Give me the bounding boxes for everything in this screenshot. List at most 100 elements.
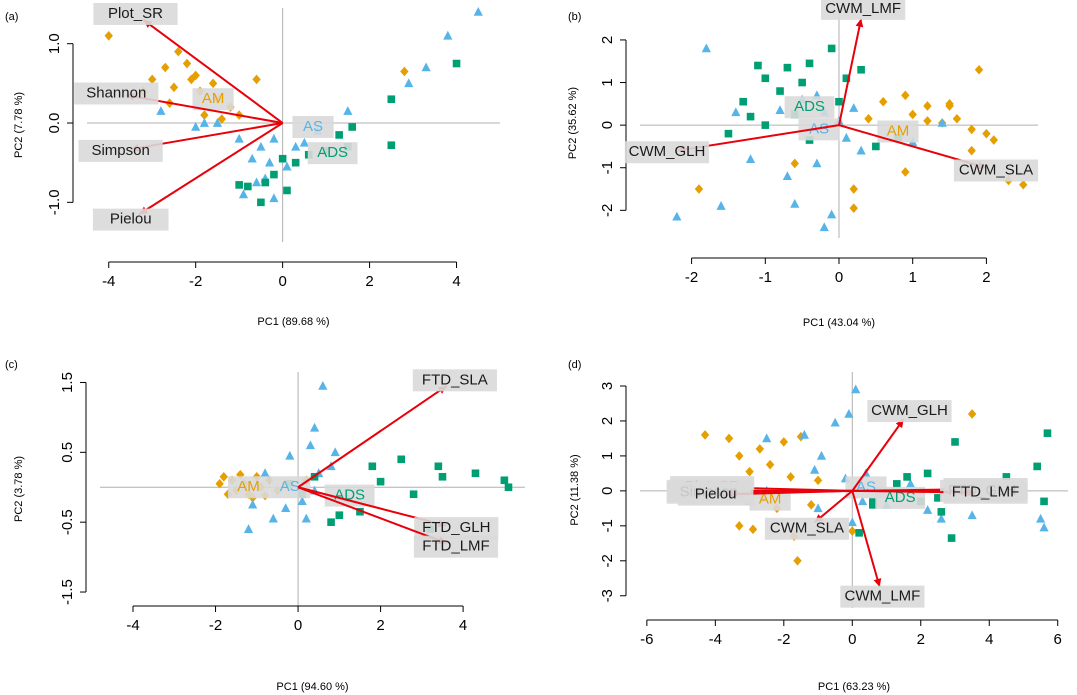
x-tick-label: -2 — [777, 631, 790, 648]
point-ads — [724, 129, 733, 138]
point-as — [243, 524, 254, 533]
point-ads — [387, 95, 396, 104]
point-am — [793, 556, 802, 566]
point-ads — [805, 59, 814, 68]
point-as — [404, 78, 414, 88]
arrow-label-box — [840, 585, 925, 608]
point-am — [786, 472, 795, 482]
point-as — [782, 171, 793, 181]
point-am — [217, 114, 226, 124]
point-am — [724, 433, 734, 444]
point-am — [813, 475, 823, 486]
point-ads — [397, 455, 406, 464]
arrow-label-box — [953, 159, 1039, 182]
point-ads — [855, 529, 863, 537]
x-tick-label: 2 — [365, 273, 373, 290]
point-am — [1019, 179, 1028, 190]
point-as — [330, 447, 340, 457]
point-am — [945, 101, 954, 111]
point-as — [238, 189, 249, 199]
arrow-label: CWM_SLA — [959, 161, 1033, 178]
arrow-label-box — [412, 369, 497, 392]
point-as — [701, 43, 711, 53]
arrow-label: CWM_GLH — [629, 143, 706, 160]
point-as — [936, 513, 946, 523]
y-tick-label: -0.5 — [59, 509, 76, 535]
point-am — [864, 113, 873, 124]
point-as — [268, 513, 278, 523]
point-as — [443, 30, 453, 40]
point-as — [923, 505, 933, 514]
x-tick-label: 1 — [909, 269, 917, 286]
loading-arrow — [297, 486, 447, 545]
group-label-box — [798, 118, 840, 141]
point-ads — [923, 469, 932, 478]
group-label-am: AM — [202, 90, 225, 107]
point-ads — [835, 97, 843, 106]
point-ads — [951, 438, 959, 446]
point-am — [974, 64, 984, 75]
x-tick-label: 4 — [459, 617, 467, 634]
point-ads — [739, 97, 747, 106]
group-label-box — [227, 476, 270, 499]
y-tick-label: -1 — [599, 161, 616, 174]
point-as — [905, 478, 916, 488]
group-label-box — [292, 115, 334, 138]
point-ads — [934, 494, 942, 502]
point-as — [285, 450, 295, 460]
point-as — [309, 422, 320, 432]
point-as — [716, 201, 726, 210]
point-as — [841, 132, 851, 142]
point-am — [182, 58, 192, 69]
point-as — [305, 440, 316, 450]
y-tick-label: 1 — [599, 452, 616, 460]
point-am — [807, 500, 816, 510]
point-ads — [335, 131, 343, 139]
x-tick-label: 2 — [982, 269, 990, 286]
point-as — [830, 417, 840, 427]
point-am — [400, 66, 409, 77]
point-ads — [893, 480, 901, 488]
x-tick-label: -2 — [209, 617, 222, 634]
point-as — [212, 118, 223, 127]
point-ads — [452, 59, 461, 68]
point-as — [291, 141, 301, 151]
x-tick-label: 4 — [452, 273, 460, 290]
point-ads — [869, 501, 877, 509]
x-axis-title: PC1 (43.04 %) — [803, 317, 875, 329]
x-tick-label: -2 — [189, 273, 202, 290]
group-label-box — [307, 142, 358, 165]
arrow-head — [855, 18, 864, 28]
point-am — [748, 524, 758, 535]
point-as — [264, 157, 275, 167]
x-axis-title: PC1 (94.60 %) — [276, 681, 348, 693]
point-ads — [434, 462, 443, 471]
group-label-am: AM — [237, 478, 260, 495]
point-am — [779, 437, 789, 447]
point-as — [282, 161, 292, 171]
point-ads — [335, 511, 344, 519]
point-ads — [842, 74, 851, 83]
point-am — [700, 430, 710, 440]
point-as — [1039, 522, 1049, 532]
point-ads — [1040, 497, 1048, 506]
y-tick-label: -3 — [599, 589, 616, 602]
x-tick-label: -4 — [126, 617, 139, 634]
x-tick-label: 0 — [278, 273, 286, 290]
point-ads — [783, 63, 792, 72]
point-as — [269, 133, 279, 143]
point-as — [819, 222, 829, 232]
y-tick-label: 0.0 — [46, 113, 63, 134]
point-ads — [903, 473, 911, 481]
x-tick-label: -4 — [709, 631, 722, 648]
point-ads — [244, 182, 252, 191]
y-tick-label: 1.5 — [59, 372, 76, 393]
loading-arrow — [838, 18, 863, 126]
point-ads — [947, 534, 956, 542]
panel-c: (c) -4 -2 0 2 4 PC1 (94.60 %) -1.5 -0.5 0.5 1.5 PC2… — [5, 359, 525, 693]
point-am — [208, 78, 218, 89]
point-ads — [278, 154, 287, 163]
panel-letter: (b) — [568, 11, 581, 23]
y-tick-label: -1 — [599, 519, 616, 532]
point-ads — [754, 61, 762, 70]
